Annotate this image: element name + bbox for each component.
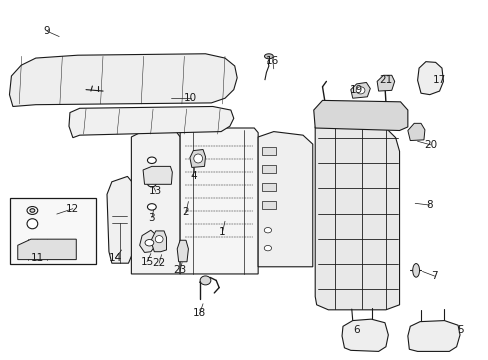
Text: 11: 11 bbox=[31, 253, 44, 263]
Polygon shape bbox=[258, 132, 312, 267]
Polygon shape bbox=[376, 75, 394, 91]
Polygon shape bbox=[407, 123, 424, 140]
Bar bbox=[10, 198, 96, 264]
Ellipse shape bbox=[412, 264, 419, 277]
Polygon shape bbox=[151, 231, 166, 252]
Text: 12: 12 bbox=[66, 204, 80, 214]
Text: 13: 13 bbox=[149, 186, 162, 197]
Text: 20: 20 bbox=[423, 140, 436, 150]
Text: 6: 6 bbox=[353, 325, 359, 335]
Text: 22: 22 bbox=[152, 258, 165, 268]
Polygon shape bbox=[407, 320, 459, 351]
Ellipse shape bbox=[27, 207, 38, 215]
Bar bbox=[261, 147, 276, 155]
Ellipse shape bbox=[193, 154, 202, 163]
Text: 5: 5 bbox=[456, 325, 463, 335]
Text: 8: 8 bbox=[426, 200, 432, 210]
Text: 2: 2 bbox=[183, 207, 189, 217]
Polygon shape bbox=[18, 239, 76, 260]
Bar bbox=[261, 201, 276, 209]
Polygon shape bbox=[9, 54, 237, 107]
Polygon shape bbox=[143, 166, 172, 184]
Text: 17: 17 bbox=[432, 75, 445, 85]
Ellipse shape bbox=[147, 157, 156, 163]
Polygon shape bbox=[131, 132, 180, 274]
Ellipse shape bbox=[264, 54, 273, 59]
Polygon shape bbox=[180, 128, 258, 274]
Polygon shape bbox=[350, 82, 369, 98]
Text: 15: 15 bbox=[140, 257, 153, 267]
Text: 21: 21 bbox=[379, 75, 392, 85]
Text: 1: 1 bbox=[219, 227, 225, 237]
Polygon shape bbox=[107, 176, 133, 263]
Text: 18: 18 bbox=[193, 309, 206, 318]
Text: 23: 23 bbox=[173, 265, 186, 275]
Text: 16: 16 bbox=[265, 56, 279, 66]
Text: 7: 7 bbox=[430, 271, 437, 281]
Ellipse shape bbox=[30, 209, 35, 212]
Ellipse shape bbox=[264, 228, 271, 233]
Ellipse shape bbox=[27, 219, 38, 229]
Ellipse shape bbox=[155, 235, 163, 243]
Polygon shape bbox=[315, 120, 399, 310]
Polygon shape bbox=[177, 240, 188, 262]
Bar bbox=[261, 183, 276, 191]
Text: 14: 14 bbox=[108, 253, 122, 263]
Polygon shape bbox=[140, 230, 157, 252]
Bar bbox=[261, 165, 276, 173]
Text: 9: 9 bbox=[43, 26, 50, 36]
Polygon shape bbox=[313, 100, 407, 131]
Polygon shape bbox=[69, 107, 233, 138]
Ellipse shape bbox=[264, 246, 271, 251]
Text: 10: 10 bbox=[184, 93, 197, 103]
Text: 4: 4 bbox=[190, 171, 196, 181]
Polygon shape bbox=[189, 149, 205, 167]
Ellipse shape bbox=[147, 204, 156, 210]
Polygon shape bbox=[341, 319, 387, 351]
Text: 3: 3 bbox=[148, 213, 155, 222]
Ellipse shape bbox=[145, 239, 154, 246]
Ellipse shape bbox=[147, 180, 156, 187]
Text: 19: 19 bbox=[349, 85, 363, 95]
Ellipse shape bbox=[200, 276, 210, 285]
Polygon shape bbox=[417, 62, 443, 95]
Ellipse shape bbox=[355, 87, 364, 94]
